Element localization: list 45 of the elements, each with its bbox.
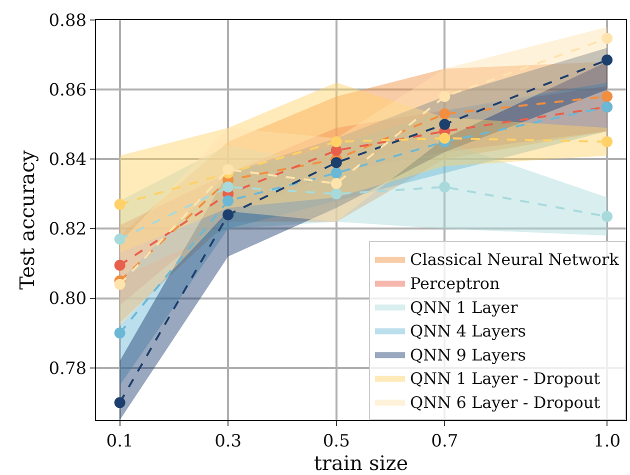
point (114, 260, 126, 271)
legend-label: Classical Neural Network (410, 250, 620, 270)
point (439, 118, 450, 130)
point (602, 54, 613, 66)
legend-label: QNN 6 Layer - Dropout (410, 392, 601, 412)
point (330, 168, 342, 179)
legend-label: QNN 1 Layer (410, 298, 518, 317)
point (222, 164, 234, 176)
y-tick-label: 0.88 (48, 10, 87, 31)
legend-label: Perceptron (410, 274, 500, 293)
point (439, 91, 450, 102)
x-tick-label: 0.5 (322, 431, 350, 452)
x-tick-label: 0.1 (106, 431, 134, 452)
legend-label: QNN 9 Layers (410, 345, 526, 364)
x-tick-label: 1.0 (594, 431, 621, 452)
point (330, 188, 342, 200)
point (602, 32, 613, 44)
point (222, 181, 234, 192)
x-tick-label: 0.7 (431, 431, 458, 452)
point (114, 234, 126, 245)
point (602, 211, 613, 222)
point (330, 157, 342, 168)
point (114, 278, 126, 290)
point (114, 397, 126, 408)
y-tick-label: 0.80 (48, 289, 87, 310)
point (439, 132, 450, 144)
point (439, 181, 450, 192)
y-tick-label: 0.78 (48, 358, 87, 379)
point (114, 198, 126, 210)
y-tick-label: 0.84 (48, 150, 87, 170)
y-axis-title: Test accuracy (15, 150, 40, 290)
point (330, 136, 342, 148)
x-tick-label: 0.3 (214, 431, 242, 452)
point (602, 91, 613, 102)
point (439, 108, 450, 120)
legend-label: QNN 4 Layers (410, 322, 526, 341)
point (222, 209, 234, 220)
point (114, 328, 126, 339)
x-axis-title: train size (314, 451, 408, 475)
point (602, 136, 613, 148)
y-tick-label: 0.86 (48, 80, 87, 101)
y-tick-label: 0.82 (48, 220, 87, 240)
legend-label: QNN 1 Layer - Dropout (410, 369, 601, 388)
point (222, 195, 234, 206)
point (330, 178, 342, 189)
